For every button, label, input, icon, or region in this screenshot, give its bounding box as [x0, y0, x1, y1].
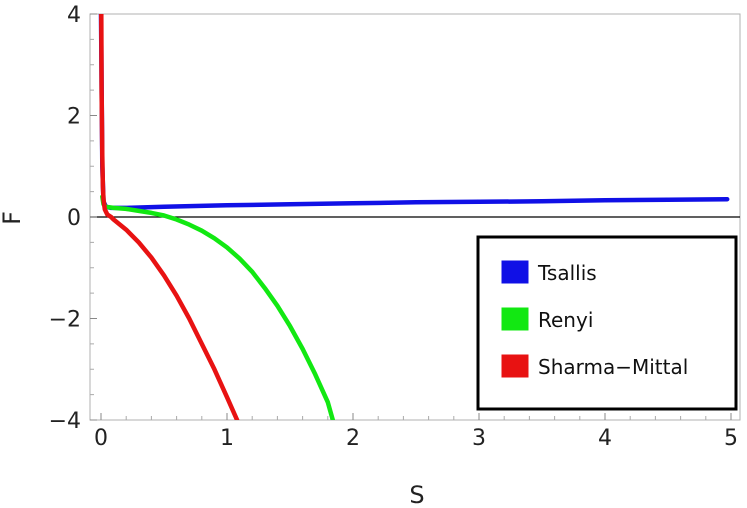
legend-swatch-sharma-mittal: [501, 354, 529, 378]
x-tick-label: 3: [472, 426, 486, 451]
legend-label-sharma-mittal: Sharma−Mittal: [538, 355, 688, 379]
y-tick-label: 0: [67, 206, 81, 231]
y-axis-title: F: [0, 211, 26, 225]
legend-swatch-tsallis: [501, 260, 529, 284]
series-layer: [98, 14, 730, 420]
x-tick-label: 1: [220, 426, 234, 451]
legend-label-tsallis: Tsallis: [537, 261, 597, 285]
x-tick-label: 5: [724, 426, 738, 451]
x-tick-label: 4: [598, 426, 612, 451]
x-tick-label: 0: [94, 426, 108, 451]
legend-label-renyi: Renyi: [538, 308, 593, 332]
y-tick-label: 4: [67, 3, 81, 28]
y-tick-label: −2: [49, 308, 81, 333]
series-line-sharma-mittal: [99, 14, 240, 420]
x-tick-label: 2: [346, 426, 360, 451]
tick-layer: 0 1 2 3 4 5 4 2 0 −2 −4: [49, 3, 738, 451]
legend-swatch-renyi: [501, 307, 529, 331]
x-axis-title: S: [409, 481, 424, 508]
y-tick-label: −4: [49, 409, 81, 434]
series-line-renyi: [100, 194, 336, 420]
legend: Tsallis Renyi Sharma−Mittal: [476, 235, 738, 411]
y-tick-label: 2: [67, 105, 81, 130]
